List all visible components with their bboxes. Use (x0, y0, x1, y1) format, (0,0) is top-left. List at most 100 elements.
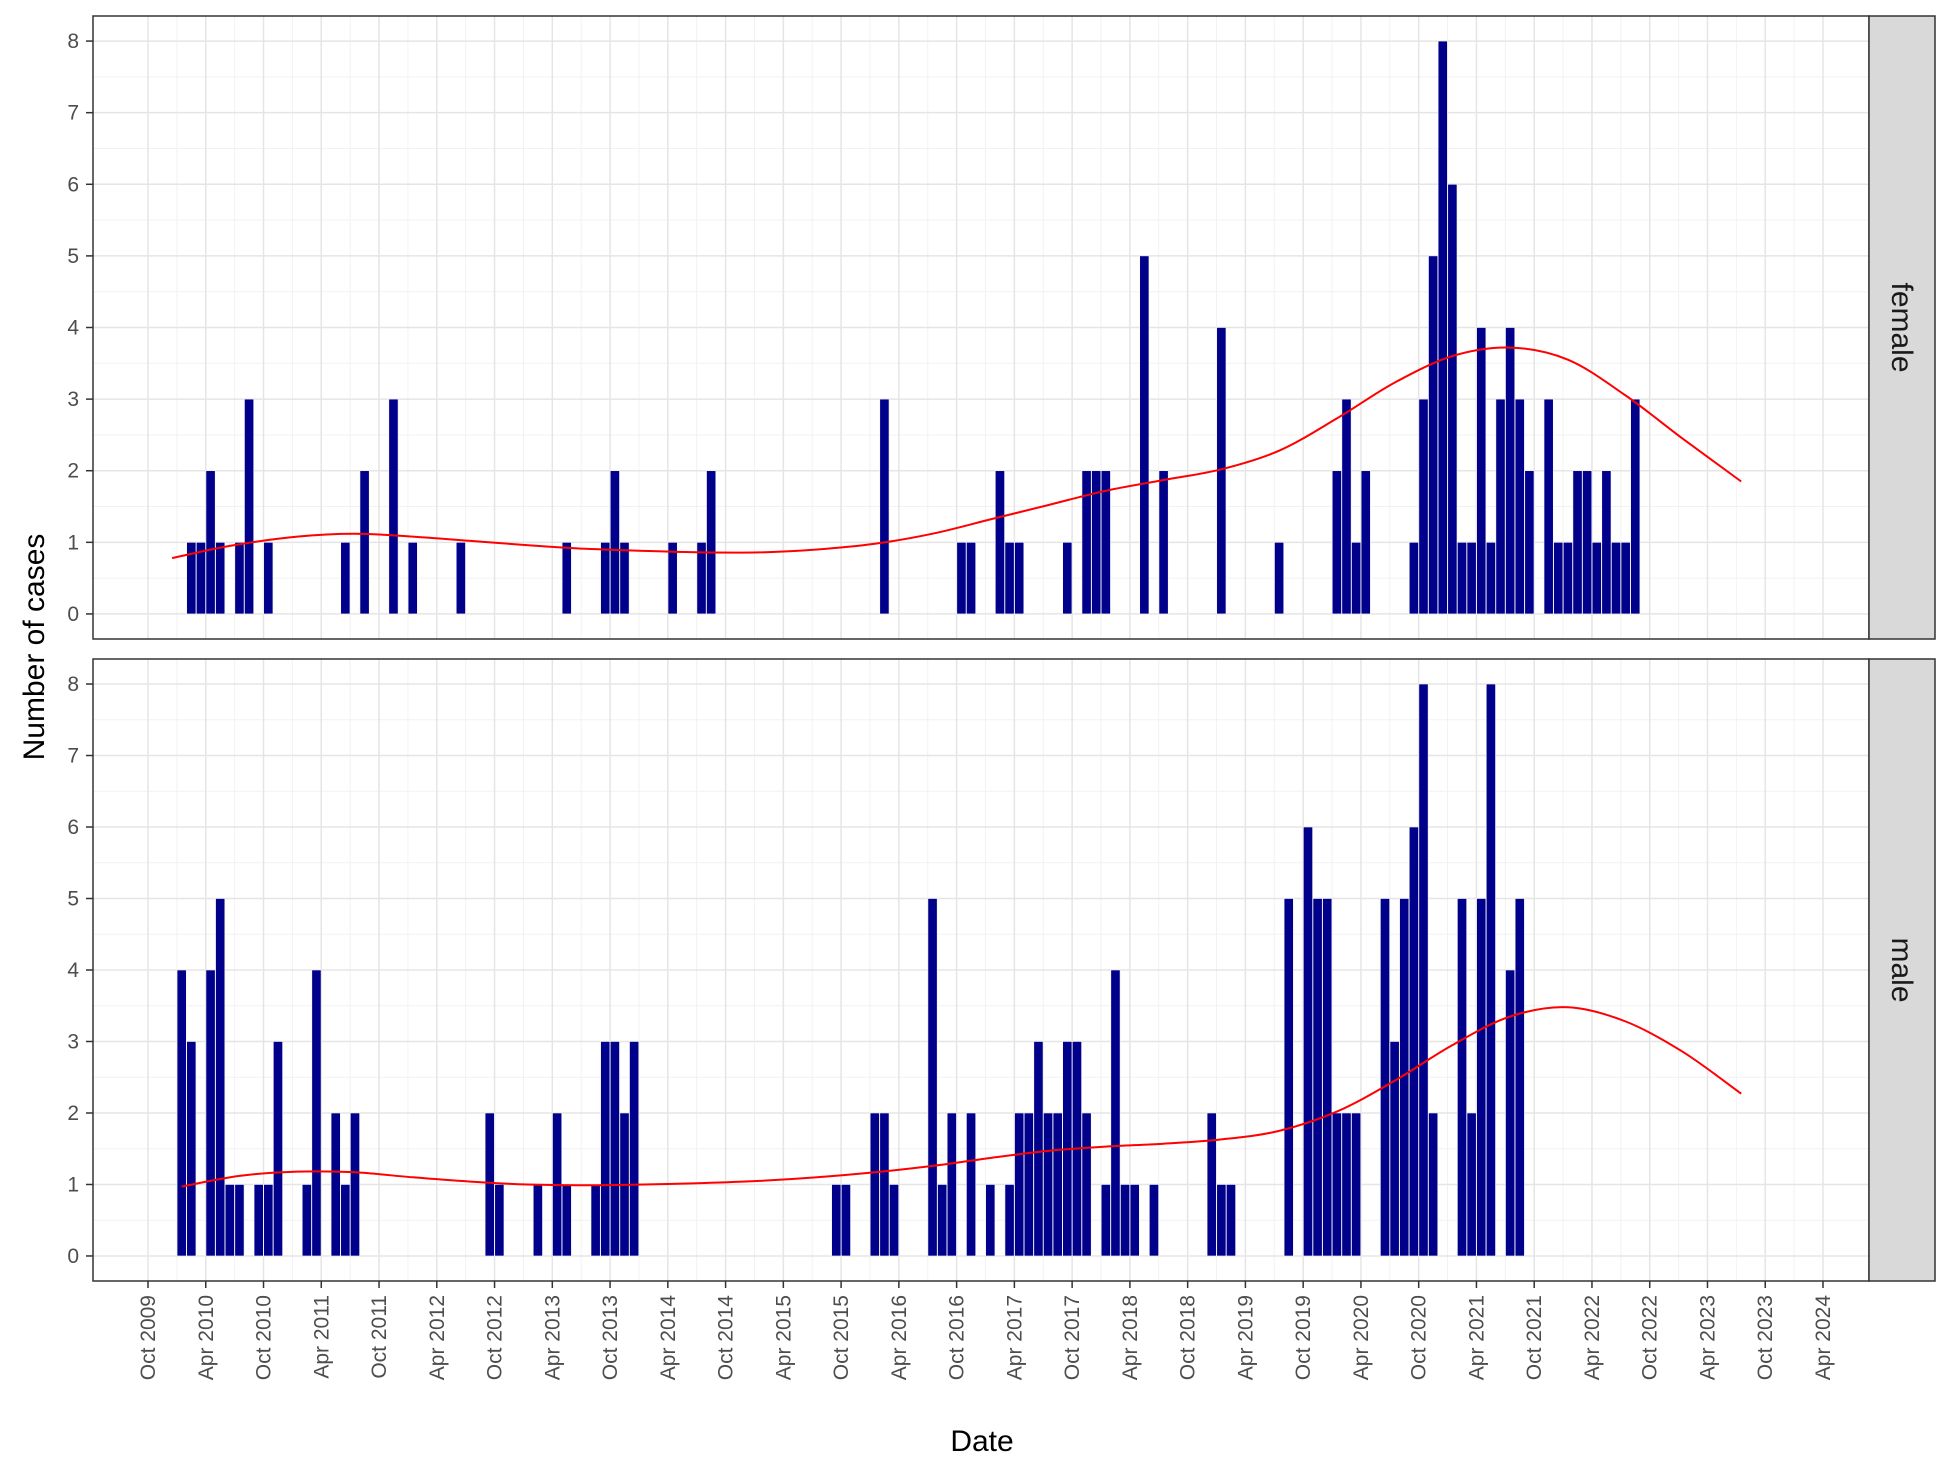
bar-male (1014, 1112, 1025, 1257)
bar-female (1158, 470, 1169, 615)
y-tick-label: 6 (67, 173, 79, 196)
bar-female (1572, 470, 1583, 615)
y-tick-label: 4 (67, 959, 79, 982)
x-tick-label: Oct 2010 (253, 1295, 276, 1380)
bar-female (1331, 470, 1342, 615)
bar-female (1514, 398, 1525, 615)
x-tick-label: Oct 2015 (830, 1295, 853, 1380)
bar-female (966, 542, 976, 615)
bar-female (1139, 255, 1150, 615)
bar-male (205, 969, 216, 1257)
bar-female (1004, 542, 1015, 615)
bar-male (1120, 1184, 1130, 1257)
bar-female (600, 542, 611, 615)
bar-male (831, 1184, 842, 1257)
bar-male (869, 1112, 880, 1257)
bar-female (1408, 542, 1419, 615)
y-tick-label: 5 (67, 245, 79, 268)
bar-male (484, 1112, 495, 1257)
x-tick-label: Apr 2010 (195, 1295, 218, 1380)
bar-male (263, 1184, 274, 1257)
x-tick-label: Apr 2022 (1581, 1295, 1604, 1380)
bar-female (359, 470, 370, 615)
y-tick-label: 0 (67, 603, 79, 626)
bar-male (340, 1184, 351, 1257)
y-tick-label: 2 (67, 1102, 79, 1125)
bar-male (1004, 1184, 1015, 1257)
bar-female (1418, 398, 1429, 615)
x-tick-label: Apr 2012 (426, 1295, 449, 1380)
bar-male (176, 969, 187, 1257)
x-tick-label: Oct 2009 (137, 1295, 160, 1380)
bar-male (966, 1112, 976, 1257)
bar-male (494, 1184, 505, 1257)
bar-male (1283, 898, 1294, 1257)
x-tick-label: Apr 2019 (1234, 1295, 1257, 1380)
bar-male (253, 1184, 264, 1257)
bar-female (1428, 255, 1439, 615)
bar-male (186, 1041, 197, 1257)
x-tick-label: Oct 2023 (1754, 1295, 1777, 1380)
bar-female (1505, 327, 1516, 615)
bar-male (1418, 683, 1429, 1257)
bar-male (234, 1184, 245, 1257)
bar-male (1341, 1112, 1352, 1257)
bar-male (311, 969, 322, 1257)
x-tick-label: Oct 2017 (1061, 1295, 1084, 1380)
bar-male (350, 1112, 360, 1257)
bar-male (215, 898, 226, 1257)
bar-female (609, 470, 620, 615)
y-tick-label: 8 (67, 673, 79, 696)
bar-female (667, 542, 678, 615)
trend-line-female (171, 346, 1742, 560)
bar-male (1033, 1041, 1044, 1257)
x-tick-label: Apr 2011 (310, 1295, 333, 1379)
bar-male (927, 898, 938, 1257)
bar-male (1216, 1184, 1227, 1257)
bar-female (696, 542, 707, 615)
x-tick-label: Oct 2011 (368, 1295, 391, 1379)
bar-female (1562, 542, 1573, 615)
bar-female (956, 542, 967, 615)
bar-male (985, 1184, 996, 1257)
bar-female (1360, 470, 1371, 615)
facet-panel-male: 0 1 2 3 4 5 6 7 8 male (67, 658, 1936, 1282)
x-tick-label: Apr 2013 (541, 1295, 564, 1380)
x-tick-label: Oct 2022 (1639, 1295, 1662, 1380)
bar-female (561, 542, 572, 615)
x-tick-label: Oct 2021 (1523, 1295, 1546, 1380)
bar-female (407, 542, 418, 615)
bar-female (995, 470, 1005, 615)
bar-male (889, 1184, 899, 1257)
facet-strip-label: male (1885, 937, 1918, 1002)
y-tick-label: 5 (67, 888, 79, 911)
x-tick-label: Oct 2018 (1177, 1295, 1200, 1380)
bar-male (946, 1112, 957, 1257)
bar-female (215, 542, 226, 615)
facet-strip-label: female (1885, 282, 1918, 372)
x-tick-label: Oct 2014 (715, 1295, 738, 1381)
y-tick-label: 7 (67, 745, 79, 768)
bar-male (1485, 683, 1496, 1257)
bar-male (1514, 898, 1525, 1257)
bar-female (1091, 470, 1102, 615)
y-tick-label: 2 (67, 460, 79, 483)
bar-male (1312, 898, 1323, 1257)
bar-female (619, 542, 630, 615)
x-tick-label: Oct 2013 (599, 1295, 622, 1380)
x-tick-label: Apr 2020 (1350, 1295, 1373, 1380)
bar-male (561, 1184, 572, 1257)
x-tick-label: Oct 2016 (946, 1295, 969, 1380)
bar-male (1303, 826, 1313, 1257)
bar-female (1601, 470, 1612, 615)
y-tick-label: 0 (67, 1245, 79, 1268)
bar-female (1100, 470, 1111, 615)
bar-male (1408, 826, 1419, 1257)
bar-male (1505, 969, 1516, 1257)
bar-female (1081, 470, 1092, 615)
x-tick-label: Apr 2021 (1465, 1295, 1488, 1380)
bar-male (301, 1184, 312, 1257)
x-axis-title: Date (950, 1425, 1013, 1458)
bar-female (263, 542, 274, 615)
y-tick-label: 4 (67, 317, 79, 340)
